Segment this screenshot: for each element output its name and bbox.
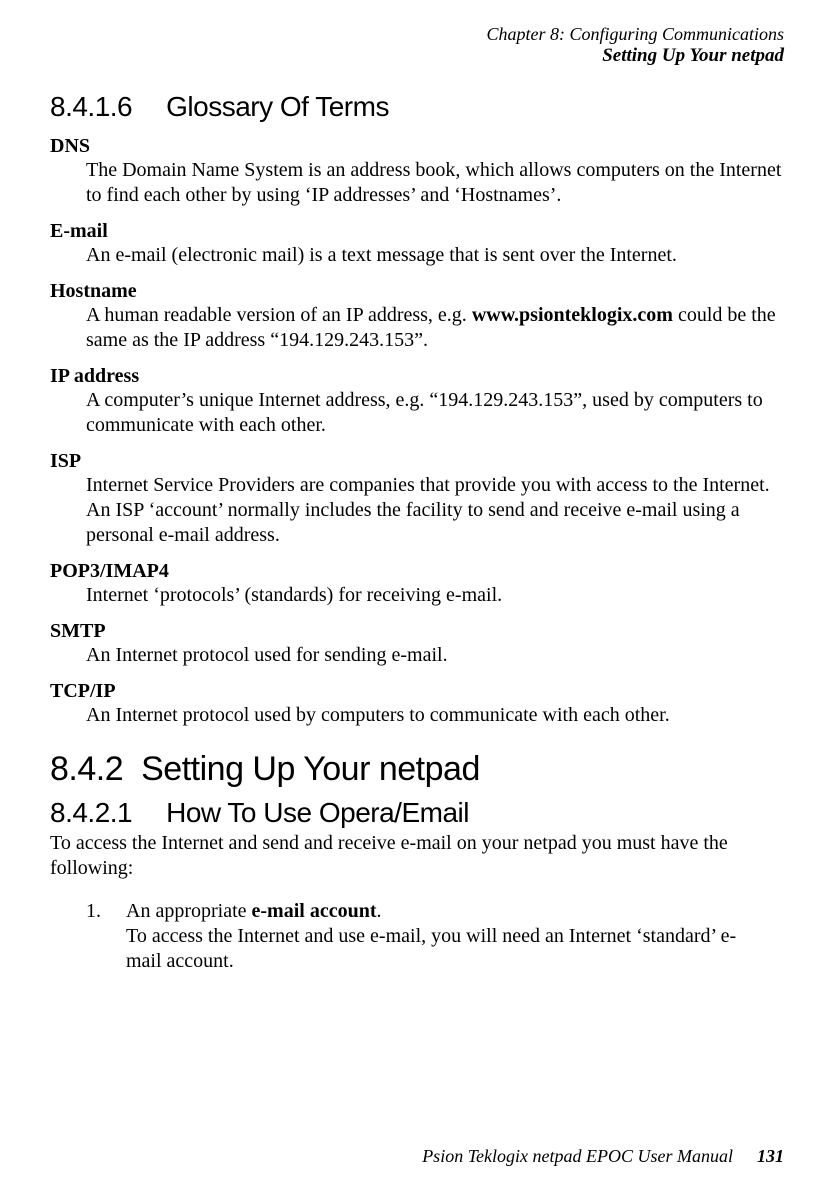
glossary-entry: POP3/IMAP4 Internet ‘protocols’ (standar… bbox=[50, 560, 784, 608]
heading-title: Setting Up Your netpad bbox=[141, 750, 480, 788]
page-header: Chapter 8: Configuring Communications Se… bbox=[50, 24, 784, 67]
term-definition: An Internet protocol used by computers t… bbox=[86, 703, 784, 728]
term-definition: An Internet protocol used for sending e-… bbox=[86, 643, 784, 668]
heading-number: 8.4.2 bbox=[50, 750, 123, 789]
glossary-entry: TCP/IP An Internet protocol used by comp… bbox=[50, 680, 784, 728]
list-item-body: To access the Internet and use e-mail, y… bbox=[126, 925, 736, 972]
heading-how-to-use: 8.4.2.1 How To Use Opera/Email bbox=[50, 797, 784, 829]
glossary-entry: SMTP An Internet protocol used for sendi… bbox=[50, 620, 784, 668]
term-definition: Internet ‘protocols’ (standards) for rec… bbox=[86, 583, 784, 608]
term-label: ISP bbox=[50, 450, 784, 473]
term-label: IP address bbox=[50, 365, 784, 388]
term-definition: A human readable version of an IP addres… bbox=[86, 303, 784, 353]
heading-number: 8.4.1.6 bbox=[50, 91, 132, 123]
term-label: POP3/IMAP4 bbox=[50, 560, 784, 583]
term-label: Hostname bbox=[50, 280, 784, 303]
glossary-entry: IP address A computer’s unique Internet … bbox=[50, 365, 784, 438]
heading-title: How To Use Opera/Email bbox=[166, 797, 469, 828]
footer-text: Psion Teklogix netpad EPOC User Manual bbox=[422, 1146, 733, 1166]
list-marker: 1. bbox=[86, 899, 101, 924]
term-label: TCP/IP bbox=[50, 680, 784, 703]
heading-setting-up: 8.4.2 Setting Up Your netpad bbox=[50, 750, 784, 789]
heading-title: Glossary Of Terms bbox=[166, 91, 389, 122]
page-footer: Psion Teklogix netpad EPOC User Manual 13… bbox=[422, 1146, 784, 1167]
term-label: SMTP bbox=[50, 620, 784, 643]
heading-glossary: 8.4.1.6 Glossary Of Terms bbox=[50, 91, 784, 123]
glossary-entry: Hostname A human readable version of an … bbox=[50, 280, 784, 353]
term-label: DNS bbox=[50, 135, 784, 158]
term-definition: An e-mail (electronic mail) is a text me… bbox=[86, 243, 784, 268]
glossary-entry: DNS The Domain Name System is an address… bbox=[50, 135, 784, 208]
glossary-entry: E-mail An e-mail (electronic mail) is a … bbox=[50, 220, 784, 268]
heading-number: 8.4.2.1 bbox=[50, 797, 132, 829]
term-definition: Internet Service Providers are companies… bbox=[86, 473, 784, 548]
bold-hostname-example: www.psionteklogix.com bbox=[472, 304, 673, 326]
page-number: 131 bbox=[757, 1146, 784, 1166]
bold-email-account: e-mail account bbox=[252, 900, 377, 922]
glossary-entry: ISP Internet Service Providers are compa… bbox=[50, 450, 784, 548]
header-section: Setting Up Your netpad bbox=[50, 45, 784, 67]
header-chapter: Chapter 8: Configuring Communications bbox=[50, 24, 784, 45]
term-definition: The Domain Name System is an address boo… bbox=[86, 158, 784, 208]
term-label: E-mail bbox=[50, 220, 784, 243]
numbered-list-item: 1. An appropriate e-mail account. To acc… bbox=[50, 899, 750, 974]
intro-paragraph: To access the Internet and send and rece… bbox=[50, 831, 784, 881]
term-definition: A computer’s unique Internet address, e.… bbox=[86, 388, 784, 438]
